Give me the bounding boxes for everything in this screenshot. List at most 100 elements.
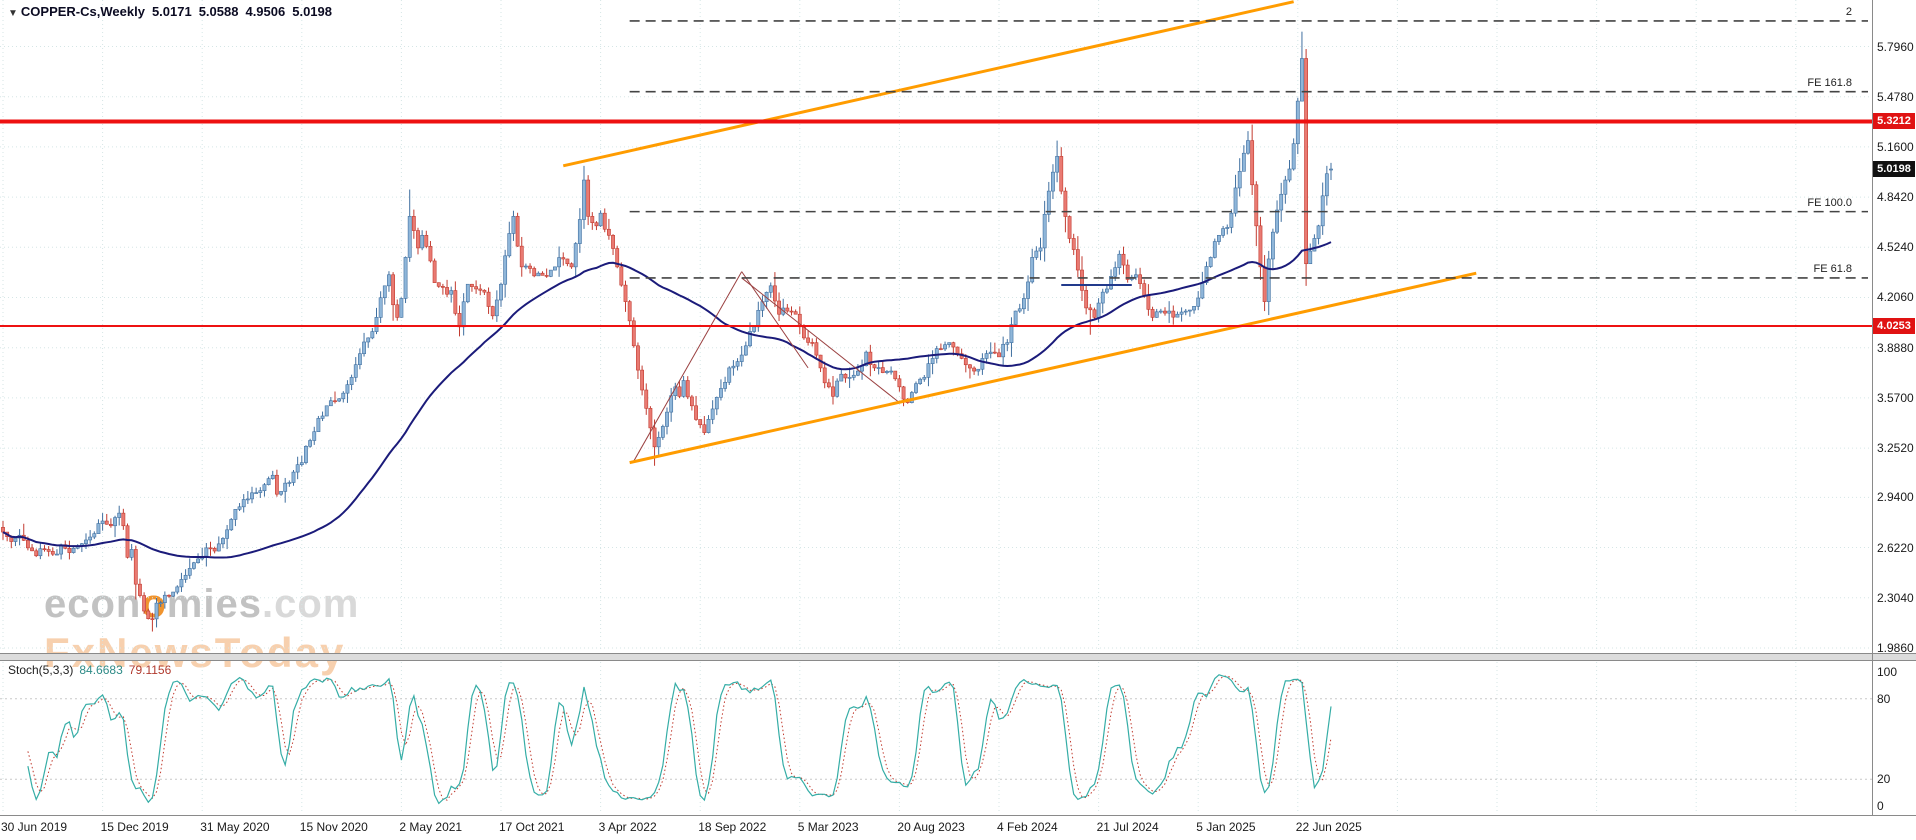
candle-up <box>129 549 134 558</box>
candle-down <box>569 263 574 268</box>
candle-up <box>739 354 744 362</box>
candle-down <box>453 290 458 314</box>
candle-up <box>930 358 935 364</box>
candle-up <box>1055 156 1060 173</box>
candle-up <box>92 533 97 538</box>
candle-up <box>727 367 732 383</box>
candle-up <box>743 345 748 356</box>
candle-down <box>1304 58 1309 265</box>
candle-down <box>470 283 474 287</box>
candle-up <box>723 382 728 389</box>
candle-up <box>308 440 313 447</box>
candle-up <box>499 283 503 301</box>
candle-down <box>150 618 155 621</box>
candle-up <box>681 380 686 397</box>
candle-up <box>237 506 242 510</box>
candle-down <box>519 245 524 268</box>
candle-up <box>735 361 740 367</box>
candle-down <box>826 382 831 388</box>
candle-up <box>245 498 250 501</box>
candle-up <box>943 344 947 350</box>
candle-up <box>362 341 366 354</box>
candle-up <box>158 602 163 605</box>
candle-up <box>922 377 927 380</box>
candle-down <box>590 216 595 224</box>
candle-up <box>1329 168 1333 171</box>
candle-up <box>100 520 105 524</box>
candle-down <box>1125 264 1130 280</box>
watermark-subtitle: FxNewsToday <box>44 629 346 676</box>
candle-up <box>934 348 939 359</box>
candle-down <box>880 367 885 373</box>
candle-up <box>1167 310 1172 314</box>
candle-down <box>532 268 537 277</box>
candle-down <box>67 548 72 553</box>
candle-up <box>1188 309 1192 312</box>
ohlc-open-value: 5.0171 <box>151 4 192 19</box>
candle-down <box>631 320 636 347</box>
candle-up <box>357 353 362 365</box>
candle-up <box>96 523 101 534</box>
candle-down <box>486 291 491 307</box>
candle-up <box>1300 58 1304 102</box>
candle-up <box>710 408 715 420</box>
candle-up <box>984 353 989 359</box>
candle-up <box>553 266 557 271</box>
candle-up <box>382 285 387 299</box>
candle-up <box>768 285 773 293</box>
candle-up <box>889 370 894 373</box>
candle-down <box>167 594 171 597</box>
candle-up <box>283 482 288 492</box>
candle-up <box>1026 281 1030 299</box>
candle-up <box>1204 266 1209 283</box>
candle-up <box>1183 310 1188 313</box>
candle-up <box>1175 313 1180 318</box>
candle-down <box>544 275 549 277</box>
candle-down <box>897 378 902 388</box>
candle-up <box>1134 274 1138 278</box>
candle-up <box>507 233 512 257</box>
candle-down <box>474 286 479 290</box>
candle-up <box>1271 231 1275 260</box>
candle-up <box>988 351 993 354</box>
candle-up <box>835 380 840 397</box>
candle-down <box>1088 307 1093 311</box>
candle-up <box>192 562 196 569</box>
candle-down <box>440 286 445 288</box>
candle-up <box>548 269 553 277</box>
candle-up <box>154 602 159 620</box>
candle-down <box>968 364 972 369</box>
candle-down <box>333 400 337 403</box>
candle-down <box>146 610 151 620</box>
panel-splitter[interactable] <box>0 653 1916 661</box>
candle-up <box>461 301 466 328</box>
candle-up <box>536 272 541 277</box>
candle-up <box>980 358 985 370</box>
candle-down <box>561 257 566 260</box>
candle-down <box>1146 294 1151 310</box>
candle-down <box>868 351 873 365</box>
candle-up <box>341 392 346 400</box>
candle-up <box>84 539 88 544</box>
candle-down <box>831 386 835 397</box>
candle-up <box>1034 250 1039 258</box>
annotation-layer <box>633 271 1132 462</box>
candle-down <box>109 523 113 527</box>
candle-up <box>1221 228 1226 236</box>
candle-down <box>951 342 956 348</box>
candle-up <box>320 415 325 419</box>
symbol-marker-icon[interactable]: ▼ <box>8 8 18 19</box>
candle-up <box>1005 342 1010 345</box>
candle-up <box>1105 288 1109 293</box>
candle-up <box>714 397 719 410</box>
candle-down <box>50 551 55 555</box>
candle-down <box>457 313 462 328</box>
candle-up <box>1038 247 1043 252</box>
candle-down <box>1163 310 1167 314</box>
candle-down <box>1084 290 1089 309</box>
candle-down <box>1171 310 1176 318</box>
candle-up <box>295 464 300 473</box>
candle-up <box>353 364 358 378</box>
candle-down <box>482 289 487 293</box>
